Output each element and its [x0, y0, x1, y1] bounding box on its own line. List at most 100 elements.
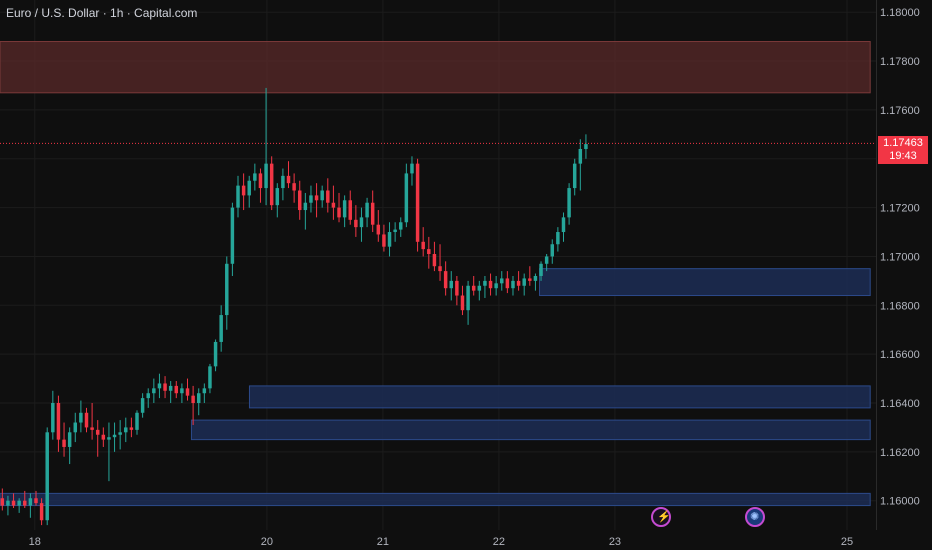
- candle-body[interactable]: [219, 315, 223, 342]
- candle-body[interactable]: [326, 190, 330, 203]
- candle-body[interactable]: [303, 202, 308, 211]
- candle-body[interactable]: [146, 393, 150, 399]
- candle-body[interactable]: [191, 395, 195, 403]
- candle-body[interactable]: [56, 402, 61, 440]
- candle-body[interactable]: [225, 263, 229, 316]
- candle-body[interactable]: [477, 285, 482, 291]
- candle-body[interactable]: [79, 412, 83, 423]
- candle-body[interactable]: [460, 295, 465, 311]
- candle-body[interactable]: [275, 188, 280, 206]
- candle-body[interactable]: [11, 500, 16, 506]
- candle-body[interactable]: [528, 278, 532, 281]
- lightning-icon[interactable]: ⚡: [651, 507, 671, 527]
- candle-body[interactable]: [129, 427, 134, 430]
- candle-body[interactable]: [95, 429, 100, 435]
- candle-body[interactable]: [471, 285, 476, 291]
- time-axis[interactable]: 18 20 21 22 23 25: [29, 536, 853, 548]
- candle-body[interactable]: [410, 163, 414, 174]
- candle-body[interactable]: [314, 195, 319, 201]
- candle-body[interactable]: [152, 388, 156, 394]
- candle-body[interactable]: [62, 439, 66, 447]
- candle-body[interactable]: [196, 393, 201, 403]
- candle-body[interactable]: [449, 280, 453, 289]
- candle-body[interactable]: [578, 148, 583, 164]
- candle-body[interactable]: [124, 427, 128, 433]
- candle-body[interactable]: [112, 434, 117, 438]
- candle-body[interactable]: [550, 244, 555, 257]
- candle-body[interactable]: [438, 266, 442, 272]
- candle-body[interactable]: [387, 232, 392, 247]
- candle-body[interactable]: [90, 427, 94, 430]
- candle-body[interactable]: [84, 412, 89, 428]
- candle-body[interactable]: [213, 341, 218, 367]
- candle-body[interactable]: [331, 202, 336, 208]
- globe-flag-icon[interactable]: ✺: [745, 507, 765, 527]
- candle-body[interactable]: [359, 217, 364, 228]
- candle-body[interactable]: [23, 500, 27, 506]
- candle-body[interactable]: [365, 202, 369, 218]
- candle-body[interactable]: [180, 388, 184, 394]
- candle-body[interactable]: [342, 200, 347, 218]
- candle-body[interactable]: [382, 234, 386, 247]
- candle-body[interactable]: [511, 280, 515, 289]
- candle-body[interactable]: [494, 283, 498, 289]
- candle-body[interactable]: [168, 385, 173, 391]
- candle-body[interactable]: [157, 383, 162, 389]
- candle-body[interactable]: [584, 144, 588, 149]
- candle-body[interactable]: [572, 163, 577, 189]
- price-axis[interactable]: 1.180001.178001.176001.174001.172001.170…: [876, 0, 920, 530]
- candle-body[interactable]: [483, 280, 487, 286]
- candle-body[interactable]: [427, 249, 431, 255]
- candle-body[interactable]: [107, 437, 111, 440]
- candle-body[interactable]: [208, 366, 212, 389]
- candle-body[interactable]: [253, 173, 257, 181]
- candle-body[interactable]: [140, 398, 145, 413]
- candle-body[interactable]: [6, 500, 10, 506]
- candle-body[interactable]: [247, 180, 251, 196]
- candle-body[interactable]: [320, 190, 324, 201]
- candle-body[interactable]: [292, 183, 296, 191]
- candle-body[interactable]: [505, 278, 510, 289]
- candle-body[interactable]: [337, 207, 341, 218]
- candle-body[interactable]: [539, 263, 543, 276]
- candle-body[interactable]: [466, 285, 470, 311]
- candle-body[interactable]: [297, 190, 302, 211]
- candle-body[interactable]: [443, 271, 448, 289]
- candle-body[interactable]: [258, 173, 263, 189]
- candle-body[interactable]: [135, 412, 139, 430]
- candle-body[interactable]: [118, 432, 122, 435]
- candle-body[interactable]: [202, 388, 207, 394]
- candle-body[interactable]: [286, 175, 291, 184]
- candle-body[interactable]: [556, 232, 560, 245]
- candle-body[interactable]: [432, 254, 437, 267]
- candle-body[interactable]: [533, 275, 538, 281]
- candle-body[interactable]: [500, 278, 504, 284]
- candle-body[interactable]: [370, 202, 375, 225]
- candle-body[interactable]: [348, 200, 352, 220]
- candle-body[interactable]: [28, 498, 33, 506]
- candle-body[interactable]: [516, 280, 521, 286]
- candle-body[interactable]: [230, 207, 235, 264]
- candle-body[interactable]: [174, 385, 179, 394]
- candle-body[interactable]: [567, 188, 571, 218]
- candle-body[interactable]: [73, 422, 78, 433]
- candle-body[interactable]: [45, 432, 49, 521]
- candle-body[interactable]: [522, 278, 526, 286]
- candle-body[interactable]: [399, 222, 403, 230]
- candle-body[interactable]: [0, 498, 5, 506]
- candle-body[interactable]: [34, 498, 38, 504]
- candle-body[interactable]: [17, 500, 21, 506]
- candle-body[interactable]: [488, 280, 493, 289]
- candle-body[interactable]: [561, 217, 566, 233]
- candle-body[interactable]: [404, 173, 409, 223]
- candle-body[interactable]: [281, 175, 285, 189]
- candle-body[interactable]: [393, 229, 397, 233]
- candle-body[interactable]: [264, 163, 268, 189]
- candle-body[interactable]: [163, 383, 167, 391]
- candle-body[interactable]: [421, 241, 425, 250]
- candle-body[interactable]: [376, 224, 381, 235]
- candle-body[interactable]: [67, 432, 72, 447]
- candle-body[interactable]: [51, 402, 55, 433]
- candle-body[interactable]: [455, 280, 459, 296]
